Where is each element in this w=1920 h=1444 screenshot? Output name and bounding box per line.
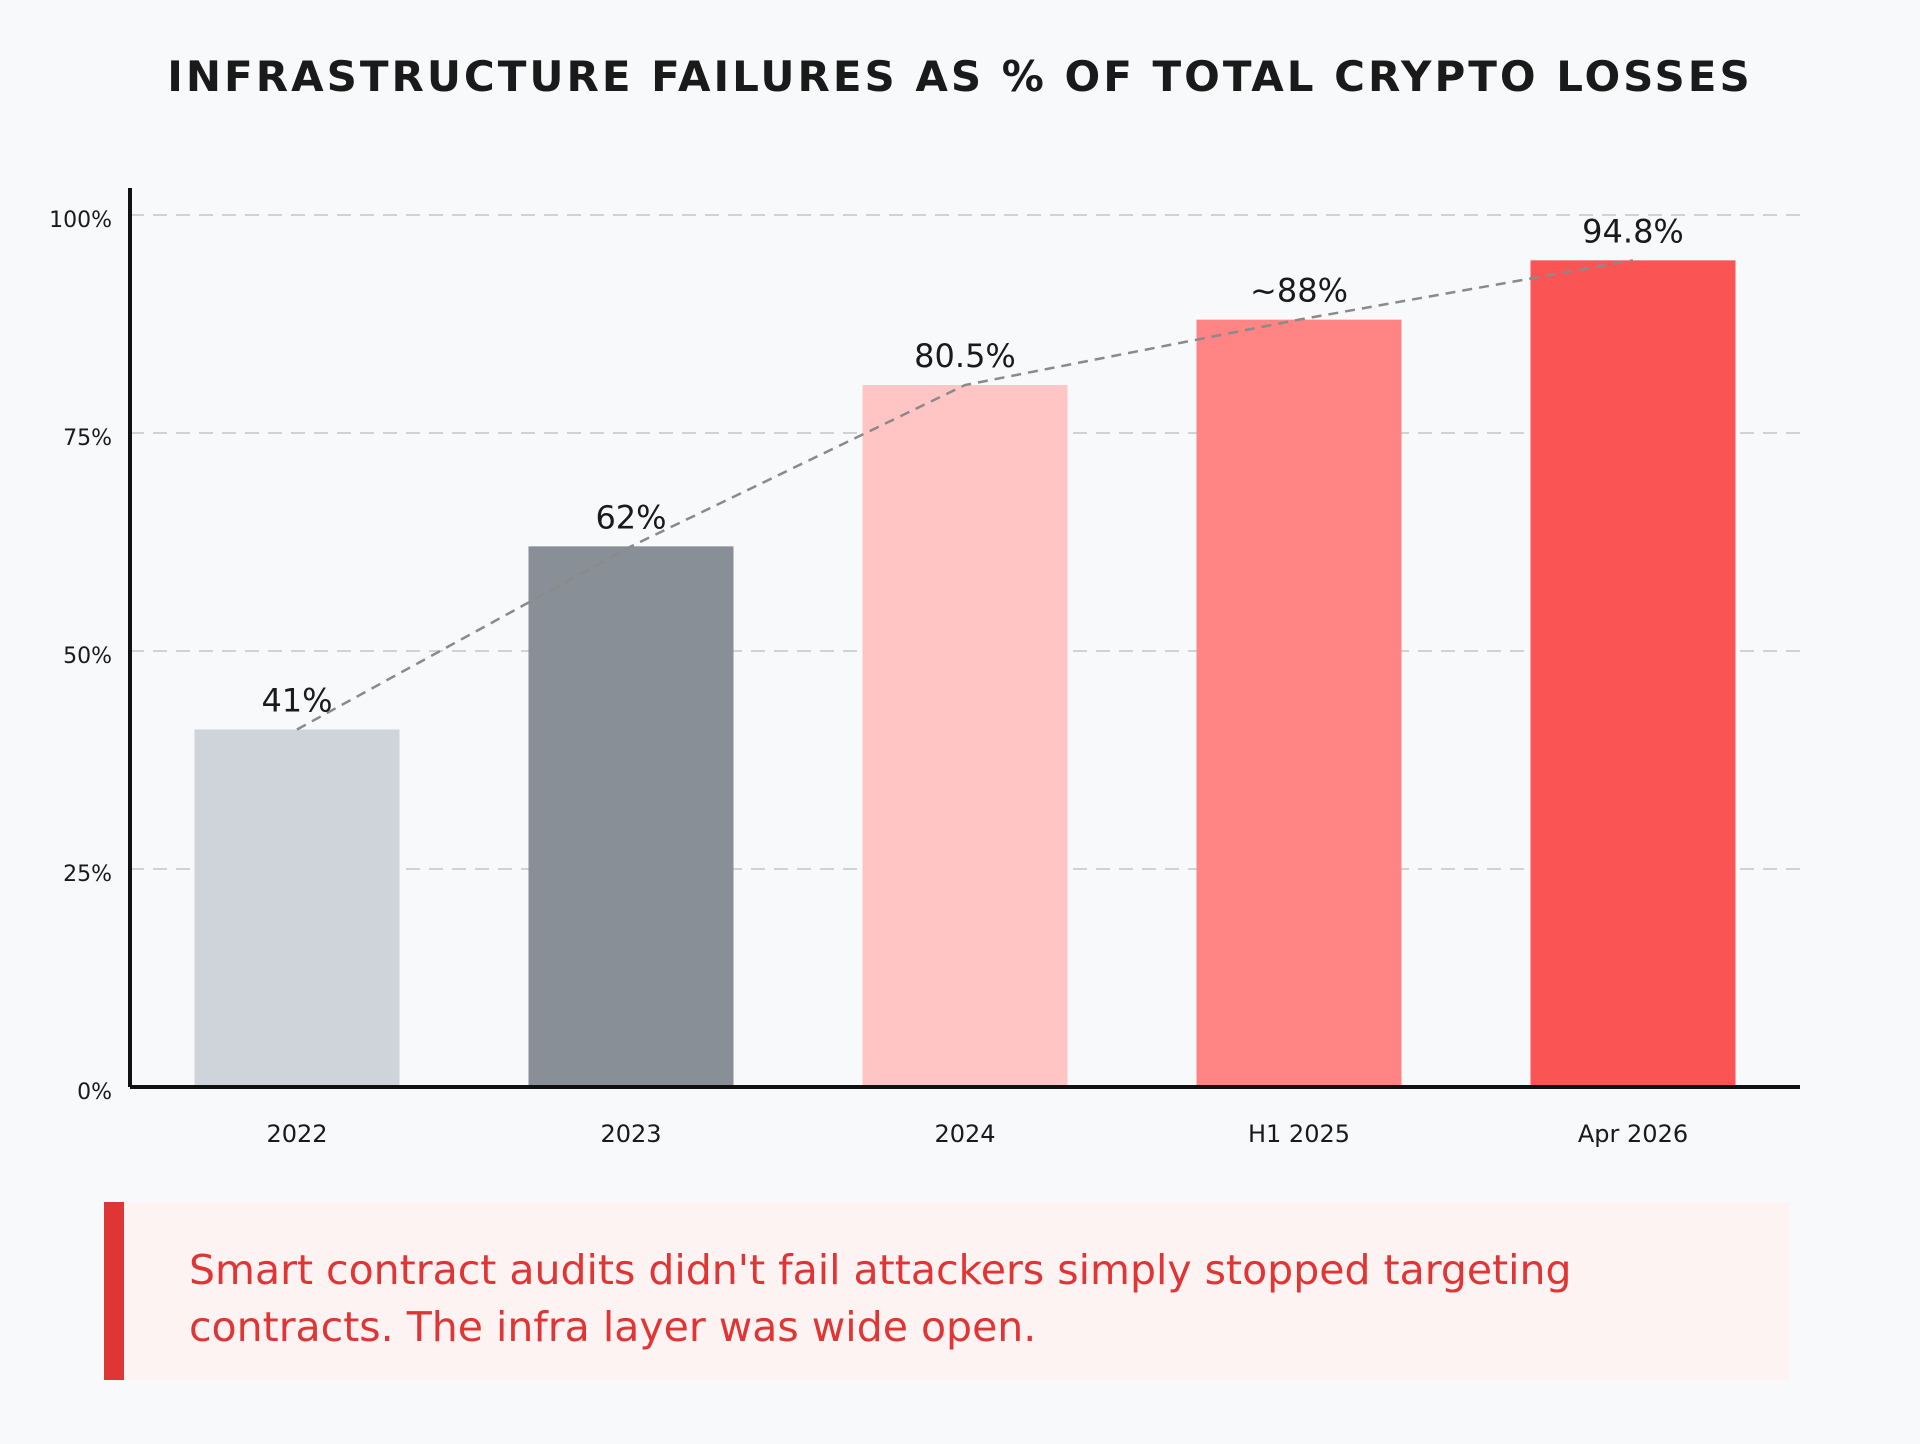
trend-line bbox=[296, 259, 1634, 731]
x-tick-label: Apr 2026 bbox=[1578, 1120, 1688, 1148]
y-tick-label: 0% bbox=[77, 1080, 112, 1105]
bar bbox=[862, 385, 1068, 1087]
x-tick-label: H1 2025 bbox=[1248, 1120, 1350, 1148]
x-tick-label: 2023 bbox=[600, 1120, 661, 1148]
data-label: 41% bbox=[261, 681, 332, 719]
x-tick-label: 2024 bbox=[934, 1120, 995, 1148]
insight-callout: Smart contract audits didn't fail attack… bbox=[104, 1202, 1790, 1380]
bar bbox=[194, 729, 400, 1087]
data-label: 80.5% bbox=[914, 337, 1016, 375]
y-tick-label: 25% bbox=[63, 862, 112, 887]
bar-chart: 0% 25% 50% 75% 100% 41% 62% 80.5% ~88% 94.8% 2022 2… bbox=[49, 188, 1800, 1148]
y-tick-label: 75% bbox=[63, 426, 112, 451]
chart-title: INFRASTRUCTURE FAILURES AS % OF TOTAL CR… bbox=[167, 52, 1753, 101]
y-tick-label: 100% bbox=[49, 208, 112, 233]
data-label: 62% bbox=[595, 498, 666, 536]
data-label: 94.8% bbox=[1582, 212, 1684, 250]
data-label: ~88% bbox=[1250, 272, 1348, 310]
y-tick-label: 50% bbox=[63, 644, 112, 669]
x-tick-label: 2022 bbox=[266, 1120, 327, 1148]
bar bbox=[1196, 319, 1402, 1087]
bar bbox=[528, 546, 734, 1087]
callout-text: Smart contract audits didn't fail attack… bbox=[189, 1246, 1572, 1351]
bar bbox=[1530, 260, 1736, 1087]
